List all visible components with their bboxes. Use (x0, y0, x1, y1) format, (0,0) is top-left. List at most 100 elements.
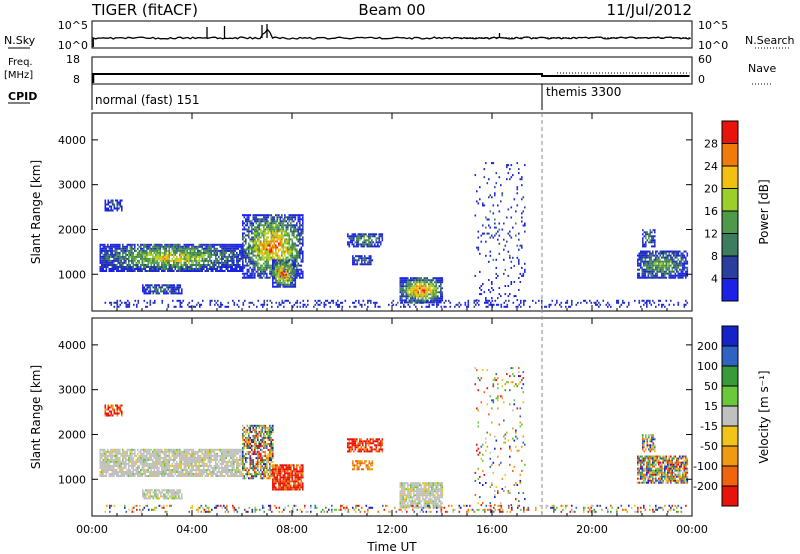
echo-cell (146, 454, 148, 457)
echo-cell (138, 473, 141, 475)
echo-cell (174, 264, 177, 266)
echo-cell (414, 295, 417, 298)
echo-cell (117, 452, 120, 455)
colorbar-swatch (722, 188, 738, 211)
echo-cell (191, 251, 193, 254)
echo-cell (179, 286, 182, 289)
echo-cell (186, 462, 189, 465)
echo-cell (195, 253, 198, 256)
echo-cell (200, 458, 202, 461)
echo-cell (571, 303, 573, 306)
echo-cell (282, 246, 285, 249)
echo-cell (577, 301, 579, 304)
echo-cell (233, 247, 235, 250)
echo-cell (670, 274, 672, 277)
echo-cell (264, 262, 267, 265)
echo-cell (266, 268, 268, 271)
echo-cell (106, 209, 108, 212)
echo-cell (227, 259, 229, 262)
echo-cell (432, 289, 435, 292)
echo-cell (111, 264, 114, 266)
echo-cell (149, 454, 151, 457)
echo-cell (652, 254, 654, 257)
echo-cell (371, 259, 374, 262)
echo-cell (140, 475, 142, 477)
echo-cell (296, 264, 298, 267)
echo-cell (288, 246, 291, 249)
echo-cell (275, 254, 277, 257)
echo-cell (213, 243, 216, 246)
echo-cell (201, 462, 204, 465)
echo-cell (279, 238, 282, 241)
echo-cell (288, 214, 291, 217)
echo-cell (676, 264, 678, 267)
echo-cell (480, 289, 483, 291)
echo-cell (134, 249, 136, 252)
echo-cell (168, 251, 171, 254)
echo-cell (652, 270, 654, 273)
echo-cell (255, 230, 258, 233)
echo-cell (278, 228, 280, 231)
echo-cell (432, 287, 435, 290)
echo-cell (299, 268, 301, 271)
echo-cell (207, 466, 210, 469)
echo-cell (111, 259, 114, 262)
echo-cell (122, 454, 124, 457)
echo-cell (156, 464, 159, 467)
echo-cell (200, 270, 202, 272)
echo-cell (351, 243, 354, 246)
echo-cell (126, 264, 129, 266)
echo-cell (650, 272, 653, 275)
echo-cell (195, 473, 198, 475)
echo-cell (116, 264, 118, 266)
echo-cell (218, 259, 220, 262)
echo-cell (506, 305, 509, 308)
echo-cell (180, 253, 183, 256)
echo-cell (111, 475, 114, 477)
echo-cell (213, 464, 216, 467)
echo-cell (300, 252, 303, 255)
echo-cell (302, 305, 305, 308)
echo-cell (194, 452, 196, 455)
echo-cell (296, 250, 298, 253)
echo-cell (405, 285, 408, 288)
echo-cell (102, 257, 105, 260)
echo-cell (214, 299, 216, 302)
echo-cell (212, 448, 214, 451)
echo-cell (242, 220, 244, 223)
echo-cell (111, 268, 114, 270)
echo-cell (117, 243, 120, 246)
echo-cell (158, 466, 160, 469)
echo-cell (281, 273, 283, 276)
echo-cell (216, 247, 219, 250)
echo-cell (203, 253, 205, 256)
echo-cell (676, 250, 678, 253)
echo-cell (131, 251, 133, 254)
echo-cell (215, 475, 217, 477)
echo-cell (131, 462, 133, 465)
echo-cell (186, 255, 189, 258)
echo-cell (431, 291, 433, 294)
echo-cell (152, 460, 154, 463)
echo-cell (192, 452, 195, 455)
echo-cell (254, 214, 256, 217)
echo-cell (164, 270, 166, 272)
echo-cell (519, 244, 522, 247)
echo-cell (239, 257, 241, 260)
echo-cell (167, 469, 169, 471)
echo-cell (432, 293, 435, 296)
echo-cell (167, 255, 169, 258)
echo-cell (99, 456, 102, 459)
echo-cell (200, 245, 202, 248)
echo-cell (164, 255, 166, 258)
echo-cell (290, 254, 292, 257)
echo-cell (104, 475, 106, 477)
echo-cell (200, 243, 202, 246)
echo-cell (686, 268, 689, 271)
echo-cell (125, 257, 127, 260)
echo-cell (110, 460, 112, 463)
echo-cell (141, 249, 144, 252)
echo-cell (300, 258, 303, 261)
echo-cell (246, 224, 249, 227)
echo-cell (127, 305, 129, 308)
